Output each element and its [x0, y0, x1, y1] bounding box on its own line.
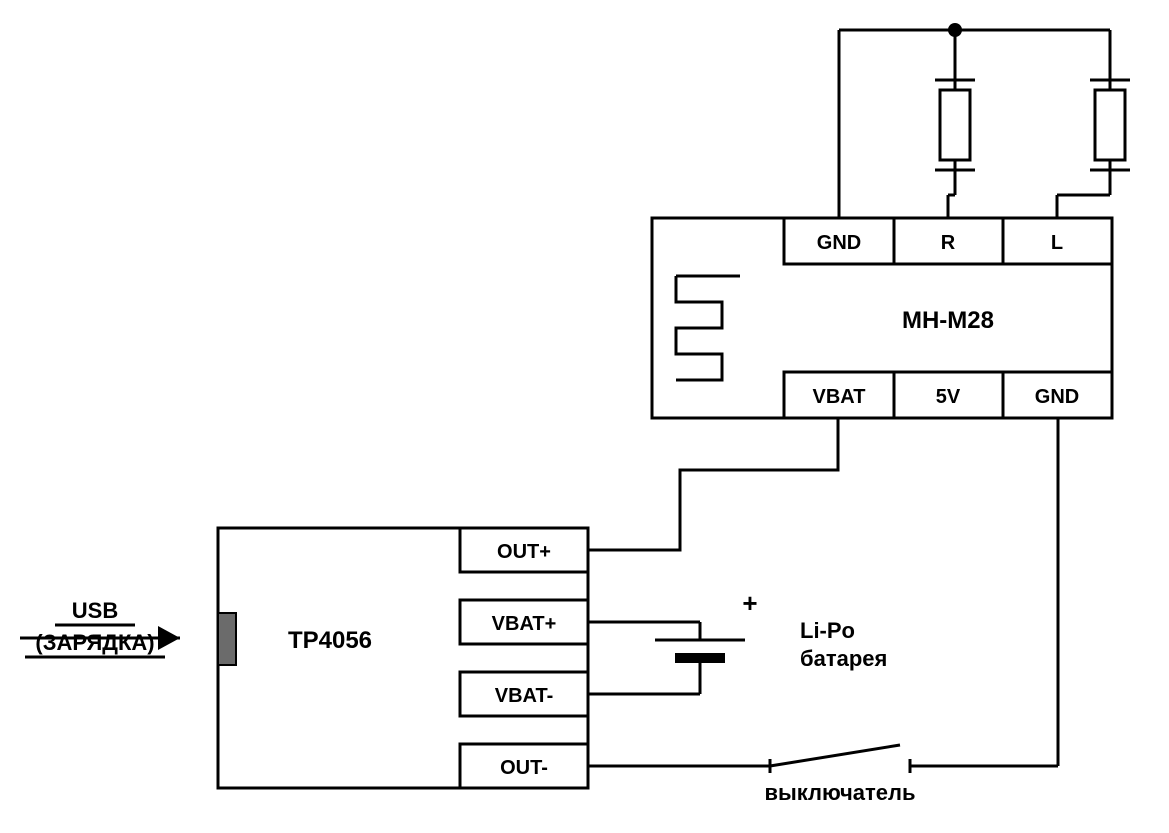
mhm28-top-r: R	[941, 232, 956, 254]
battery: + Li-Po батарея	[588, 588, 887, 694]
battery-plus: +	[742, 588, 757, 618]
mhm28-module: GND R L VBAT 5V GND MH-M28	[652, 218, 1112, 418]
mhm28-top-gnd: GND	[817, 232, 861, 254]
schematic-diagram: USB (ЗАРЯДКА) TP4056 OUT+ VBAT+ VBAT- OU…	[0, 0, 1169, 833]
tp4056-out-plus: OUT+	[497, 541, 551, 563]
tp4056-title: TP4056	[288, 627, 372, 654]
battery-label-bottom: батарея	[800, 646, 887, 671]
switch-label: выключатель	[764, 780, 915, 805]
speakers-wiring	[839, 23, 1130, 218]
wire-outminus-switch-gnd: выключатель	[588, 418, 1058, 805]
mhm28-bot-vbat: VBAT	[813, 386, 866, 408]
usb-label-bottom: (ЗАРЯДКА)	[35, 630, 154, 655]
mhm28-bot-gnd: GND	[1035, 386, 1079, 408]
usb-input: USB (ЗАРЯДКА)	[20, 598, 180, 657]
tp4056-vbat-plus: VBAT+	[492, 613, 557, 635]
tp4056-vbat-minus: VBAT-	[495, 685, 554, 707]
battery-label-top: Li-Po	[800, 618, 855, 643]
mhm28-top-l: L	[1051, 232, 1063, 254]
wire-outplus-to-vbat	[588, 418, 838, 550]
speaker-l-icon	[1090, 80, 1130, 170]
mhm28-bot-5v: 5V	[936, 386, 961, 408]
mhm28-title: MH-M28	[902, 307, 994, 334]
usb-label-top: USB	[72, 598, 118, 623]
tp4056-module: TP4056 OUT+ VBAT+ VBAT- OUT-	[218, 528, 588, 788]
usb-connector-icon	[218, 613, 236, 665]
speaker-r-icon	[935, 80, 975, 170]
tp4056-out-minus: OUT-	[500, 757, 548, 779]
